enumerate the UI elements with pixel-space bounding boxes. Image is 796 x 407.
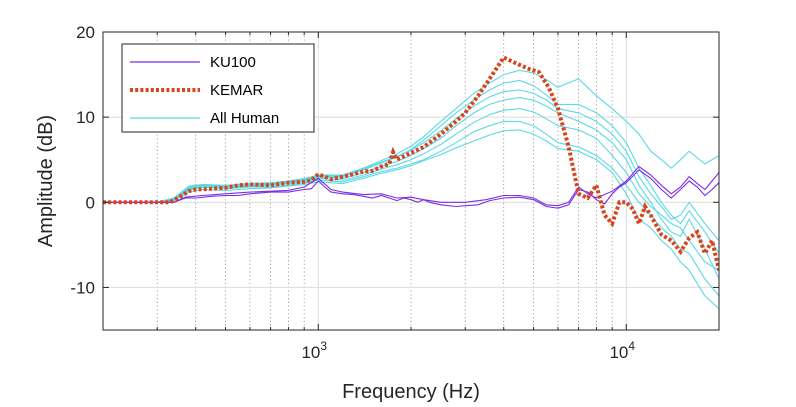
y-tick-label: 10 (76, 108, 95, 127)
legend-label: KEMAR (210, 82, 264, 99)
series-line-kemar (103, 54, 719, 271)
series-line-all-human (103, 79, 719, 254)
y-tick-label: -10 (70, 278, 95, 297)
y-tick-label: 0 (86, 193, 95, 212)
x-tick-label: 103 (301, 339, 327, 362)
y-tick-label: 20 (76, 23, 95, 42)
series-layer (103, 54, 719, 310)
series-line-ku100 (103, 169, 719, 209)
series-line-all-human (103, 69, 719, 203)
series-line-all-human (103, 89, 719, 241)
legend-label: KU100 (210, 54, 256, 71)
legend: KU100 KEMAR All Human (121, 43, 315, 133)
series-line-all-human (103, 108, 719, 271)
legend-label: All Human (210, 110, 279, 127)
x-axis-label: Frequency (Hz) (342, 381, 480, 403)
series-line-ku100 (103, 165, 719, 207)
y-axis-label: Amplitude (dB) (35, 115, 57, 247)
axis-ticks: 20 10 0 -10 103 104 (70, 23, 719, 362)
series-line-all-human (103, 129, 719, 310)
x-tick-label: 104 (609, 339, 635, 362)
legend-box (121, 43, 315, 133)
